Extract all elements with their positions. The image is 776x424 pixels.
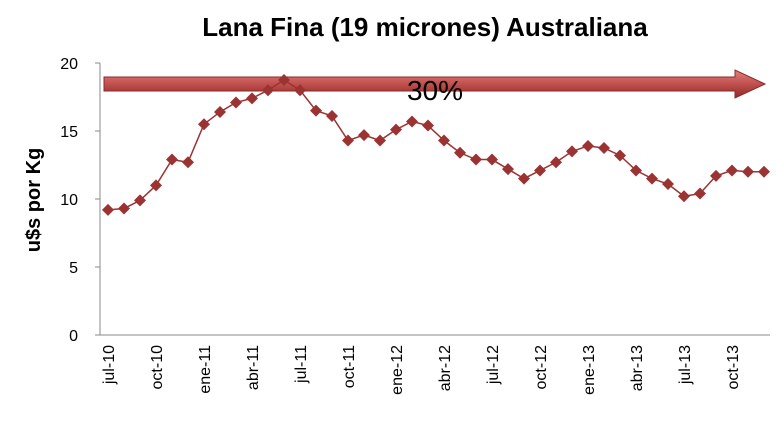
data-point [598,142,610,154]
y-tick-label: 10 [60,192,78,209]
data-point [166,153,178,166]
data-point [438,134,450,147]
data-point [630,164,642,177]
data-point [726,164,738,177]
x-tick-label: oct-10 [149,345,166,390]
x-tick-label: ene-11 [197,345,214,394]
x-tick-label: jul-11 [293,345,310,384]
y-tick-label: 5 [69,260,78,277]
data-point [662,178,674,191]
data-point [646,172,658,185]
data-point [566,145,578,158]
data-point [102,203,114,216]
data-point [454,146,466,159]
x-tick-label: ene-13 [581,345,598,395]
data-point [246,92,258,105]
annotation: 30% [407,75,463,106]
x-tick-label: abr-12 [437,345,454,391]
data-point [582,139,594,152]
data-point [294,84,306,97]
data-point [342,134,354,147]
data-point [150,179,162,192]
data-point [486,153,498,166]
x-tick-label: abr-13 [629,345,646,391]
data-point [278,74,290,86]
data-point [534,164,546,177]
data-point [470,153,482,166]
data-point [230,96,242,109]
y-tick-label: 20 [60,56,78,73]
data-point [374,134,386,147]
x-tick-label: oct-12 [533,345,550,390]
y-tick-label: 0 [69,328,78,345]
x-tick-label: jul-12 [485,345,502,385]
chart-title: Lana Fina (19 micrones) Australiana [202,12,648,42]
data-point [326,110,338,123]
x-tick-label: oct-13 [725,345,742,390]
data-point [118,202,130,215]
data-point [390,123,402,136]
data-point [262,84,274,97]
data-point [182,156,194,169]
data-point [198,118,210,131]
data-point [214,105,226,118]
data-point [710,169,722,182]
y-axis-label: u$s por Kg [23,148,45,252]
data-point [134,194,146,207]
data-point [310,104,322,117]
x-tick-label: oct-11 [341,345,358,388]
x-tick-label: jul-10 [101,345,118,385]
x-tick-label: abr-11 [245,345,262,390]
data-point [502,163,514,176]
y-tick-label: 15 [60,124,78,141]
data-point [406,115,418,128]
x-tick-label: jul-13 [677,345,694,385]
x-tick-label: ene-12 [389,345,406,395]
data-point [518,172,530,185]
data-point [758,165,770,178]
data-point [678,190,690,203]
data-point [614,149,626,162]
data-point [694,187,706,200]
data-point [358,129,370,142]
data-point [422,119,434,132]
data-point [742,165,754,178]
data-point [550,156,562,169]
